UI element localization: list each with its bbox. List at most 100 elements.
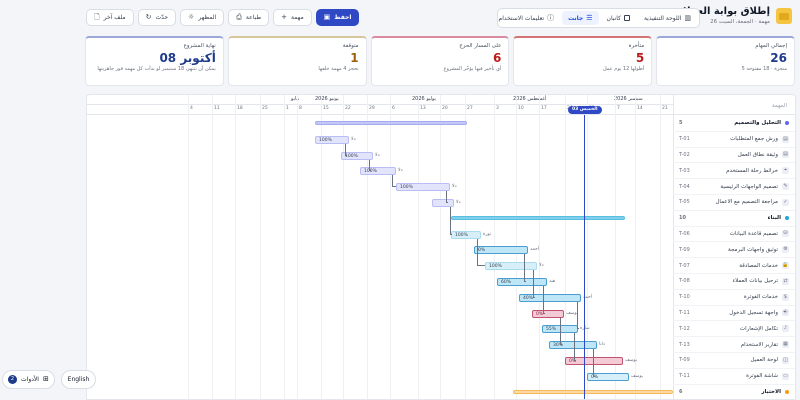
- task-row[interactable]: ▦ تقارير الاستخدام T-13: [673, 337, 795, 353]
- week-label: 18: [237, 106, 243, 111]
- task-bar[interactable]: 100%: [360, 167, 396, 176]
- project-subtitle: 26 مهمة · الجمعة، السبت: [710, 19, 770, 25]
- grid-line: [587, 95, 588, 399]
- task-name: خرائط رحلة المستخدم: [726, 167, 778, 174]
- appearance-button[interactable]: ☼ المظهر: [180, 9, 225, 26]
- tools-button[interactable]: 2 الأدوات ⊞: [2, 370, 55, 389]
- week-label: 8: [299, 106, 302, 111]
- tab-help[interactable]: ⓘ تعليمات الاستخدام: [493, 11, 561, 25]
- refresh-button[interactable]: ↻ حدّث: [137, 9, 177, 26]
- app-header: إطلاق بوابة العملاء 26 مهمة · الجمعة، ال…: [0, 0, 800, 34]
- task-bar[interactable]: 100%: [341, 151, 373, 160]
- grid-line: [297, 95, 298, 399]
- task-bar[interactable]: 0%: [532, 309, 564, 318]
- task-row[interactable]: ⎆ واجهة تسجيل الدخول T-11: [673, 306, 795, 322]
- month-label: سبتمبر 2026: [614, 96, 643, 102]
- tools-label: الأدوات: [21, 376, 39, 383]
- dependency-connector: [477, 238, 485, 267]
- assignee-label: أحمد: [583, 294, 592, 300]
- task-row[interactable]: $ خدمات الفوترة T-10: [673, 290, 795, 306]
- doc-icon: ▤: [782, 135, 789, 143]
- task-name: لوحة العميل: [750, 357, 778, 364]
- panel-icon: ◫: [782, 356, 789, 364]
- week-label: 22: [345, 106, 351, 111]
- task-row[interactable]: 🔒 خدمات المصادقة T-07: [673, 258, 795, 274]
- task-row[interactable]: ⇄ ترحيل بيانات العملاء T-08: [673, 274, 795, 290]
- project-title: إطلاق بوابة العملاء: [678, 6, 770, 17]
- task-row[interactable]: ⌖ خرائط رحلة المستخدم T-03: [673, 163, 795, 180]
- tab-gantt[interactable]: ☰ جانت: [562, 11, 599, 25]
- kpi-overdue: متأخرة 5 أطولها 12 يوم عمل: [513, 36, 653, 86]
- grid-line: [188, 95, 189, 399]
- dependency-connector: [543, 286, 545, 314]
- task-row[interactable]: ◫ لوحة العميل T-09: [673, 353, 795, 369]
- task-row[interactable]: ▤ ورش جمع المتطلبات T-01: [673, 132, 795, 148]
- assignee-label: هند: [549, 279, 556, 284]
- doc-icon: ▤: [782, 151, 789, 159]
- task-id: T-09: [679, 246, 690, 253]
- week-label: 20: [442, 106, 448, 111]
- other-file-button[interactable]: 🗋 ملف آخر: [86, 9, 134, 26]
- phase-bar[interactable]: [513, 389, 673, 394]
- card-label: على المسار الحرج: [459, 43, 502, 49]
- tab-executive-dashboard[interactable]: ▥ اللوحة التنفيذية: [638, 11, 697, 25]
- phase-bar[interactable]: [315, 121, 467, 125]
- task-name: توثيق واجهات البرمجة: [728, 246, 778, 253]
- tab-kanban[interactable]: كانبان: [601, 11, 636, 25]
- db-icon: ⛁: [782, 230, 789, 238]
- task-row[interactable]: ▭ شاشة الفوترة T-11: [673, 369, 795, 385]
- sun-icon: ☼: [188, 13, 195, 21]
- task-bar[interactable]: 0%: [587, 372, 629, 381]
- print-button[interactable]: ⎙ طباعة: [228, 9, 270, 26]
- task-id: 10: [679, 215, 686, 222]
- task-row[interactable]: ✎ تصميم الواجهات الرئيسية T-04: [673, 179, 795, 195]
- task-id: 6: [679, 388, 683, 395]
- task-bar[interactable]: 100%: [485, 262, 537, 271]
- task-id: T-06: [679, 230, 690, 237]
- today-line: [584, 115, 585, 399]
- dependency-connector: [560, 317, 562, 346]
- language-toggle-button[interactable]: English: [61, 370, 96, 389]
- phase-bar[interactable]: [451, 215, 625, 220]
- add-task-button[interactable]: + مهمة: [273, 9, 312, 26]
- week-label: 17: [541, 106, 547, 111]
- dependency-connector: [369, 159, 371, 172]
- task-bar[interactable]: [432, 199, 454, 207]
- phase-row[interactable]: البناء 10: [673, 211, 795, 227]
- dependency-connector: [593, 349, 595, 377]
- task-name: تقارير الاستخدام: [740, 341, 778, 348]
- week-label: 7: [617, 106, 620, 111]
- task-bar[interactable]: 0%: [474, 246, 528, 255]
- task-bar[interactable]: 100%: [315, 135, 349, 144]
- task-row[interactable]: ✓ مراجعة التصميم مع الأعمال T-05: [673, 195, 795, 211]
- help-icon: ⓘ: [547, 13, 555, 22]
- tools-count-badge: 2: [8, 375, 17, 384]
- phase-dot-icon: [785, 389, 789, 394]
- task-bar[interactable]: 30%: [549, 341, 597, 350]
- task-row[interactable]: ▤ وثيقة نطاق العمل T-02: [673, 148, 795, 164]
- assignee-label: دلا: [452, 184, 457, 190]
- task-bar[interactable]: 0%: [565, 357, 623, 365]
- save-button[interactable]: ▣ احفظ: [315, 9, 360, 26]
- assignee-label: دلا: [456, 200, 461, 205]
- toolbar: 🗋 ملف آخر ↻ حدّث ☼ المظهر ⎙ طباعة + مهمة…: [86, 9, 360, 26]
- assignee-label: دلا: [539, 263, 544, 269]
- task-bar[interactable]: 100%: [396, 183, 450, 192]
- task-id: T-11: [679, 373, 690, 380]
- task-row[interactable]: ♪ تكامل الإشعارات T-12: [673, 321, 795, 338]
- task-row[interactable]: ⛁ تصميم قاعدة البيانات T-06: [673, 227, 795, 243]
- phase-row[interactable]: الاختبار 6: [673, 385, 795, 399]
- card-note: 5 منجزة · 18 مفتوحة: [741, 66, 787, 72]
- phase-row[interactable]: التحليل والتصميم 5: [673, 116, 795, 132]
- task-bar[interactable]: 40%: [519, 293, 581, 302]
- dependency-connector: [450, 207, 452, 235]
- task-list-panel: المهمة التحليل والتصميم 5 ▤ ورش جمع المتطلب…: [673, 95, 795, 399]
- task-bar[interactable]: 100%: [451, 230, 481, 239]
- task-row[interactable]: ⚙ توثيق واجهات البرمجة T-09: [673, 242, 795, 259]
- card-label: متأخرة: [628, 43, 645, 49]
- task-bar[interactable]: 60%: [497, 278, 547, 286]
- button-label: ملف آخر: [103, 14, 126, 21]
- task-id: T-11: [679, 309, 690, 316]
